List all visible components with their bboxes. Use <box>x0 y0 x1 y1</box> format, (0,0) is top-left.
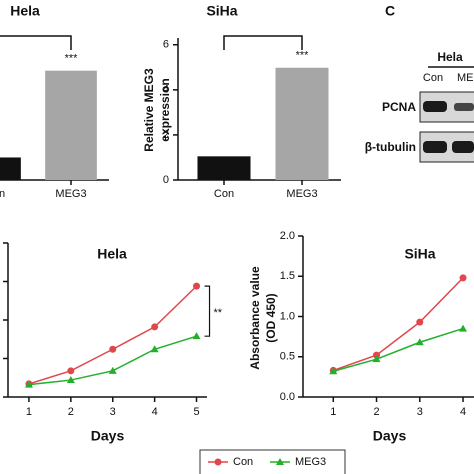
bar <box>197 156 251 180</box>
x-tick-label: 3 <box>417 406 423 418</box>
legend-label: Con <box>233 456 253 468</box>
marker <box>24 380 33 388</box>
blot-row-label: PCNA <box>382 100 416 114</box>
y-tick-label: 1.0 <box>280 310 295 322</box>
y-axis-title: Relative MEG3 <box>142 68 156 152</box>
marker <box>151 323 159 331</box>
x-axis-title: Days <box>91 428 125 444</box>
line <box>333 277 464 372</box>
blot-band <box>423 141 447 153</box>
y-tick-label: 6 <box>163 39 169 51</box>
bar <box>275 67 329 180</box>
chart-title: Hela <box>10 3 40 19</box>
legend-marker <box>214 458 222 466</box>
x-tick-label: MEG3 <box>286 188 317 200</box>
y-axis-title: expression <box>158 78 172 141</box>
bar <box>45 70 97 180</box>
blot-band <box>452 141 474 153</box>
y-axis-title: Absorbance value <box>248 266 262 370</box>
marker <box>416 318 424 326</box>
x-tick-label: 2 <box>373 406 379 418</box>
marker <box>373 351 381 359</box>
x-axis-title: Days <box>373 428 407 444</box>
panel-label: C <box>385 3 395 19</box>
marker <box>329 367 338 375</box>
marker <box>372 355 381 363</box>
blot-lane: MEG3 <box>457 72 474 84</box>
marker <box>66 376 75 384</box>
y-tick-label: 1.5 <box>280 270 295 282</box>
blot-cell-line: Hela <box>437 50 463 64</box>
y-axis-title: (OD 450) <box>264 293 278 342</box>
line <box>28 335 197 386</box>
marker <box>150 345 159 353</box>
chart-title: SiHa <box>404 246 435 262</box>
legend-marker <box>276 458 284 465</box>
blot-row-label: β-tubulin <box>365 140 416 154</box>
significance-label: *** <box>296 50 310 62</box>
bar <box>0 157 21 180</box>
y-tick-label: 0.0 <box>280 391 295 403</box>
legend-label: MEG3 <box>295 456 326 468</box>
legend-box <box>199 449 346 474</box>
blot-lane: Con <box>423 72 443 84</box>
y-tick-label: 0 <box>163 174 169 186</box>
marker <box>459 324 468 332</box>
significance-bracket <box>204 285 211 337</box>
significance-bracket <box>0 35 72 50</box>
chart-title: SiHa <box>206 3 237 19</box>
y-tick-label: 2.0 <box>280 230 295 242</box>
y-tick-label: 2 <box>163 129 169 141</box>
x-tick-label: 1 <box>26 406 32 418</box>
significance-bracket <box>223 35 303 50</box>
marker <box>109 345 117 353</box>
x-tick-label: 3 <box>110 406 116 418</box>
x-tick-label: MEG3 <box>55 188 86 200</box>
x-tick-label: Con <box>0 188 5 200</box>
x-tick-label: 1 <box>330 406 336 418</box>
marker <box>192 332 201 340</box>
marker <box>415 338 424 346</box>
x-tick-label: 4 <box>152 406 158 418</box>
blot-band <box>454 103 474 111</box>
x-tick-label: 5 <box>193 406 199 418</box>
blot-band <box>423 101 447 112</box>
marker <box>108 366 117 374</box>
chart-title: Hela <box>97 246 127 262</box>
x-tick-label: 4 <box>460 406 466 418</box>
marker <box>459 274 467 282</box>
marker <box>193 282 201 290</box>
y-tick-label: 0.5 <box>280 351 295 363</box>
significance-label: ** <box>214 307 223 319</box>
x-tick-label: 2 <box>68 406 74 418</box>
marker <box>67 367 75 375</box>
y-tick-label: 4 <box>163 84 169 96</box>
significance-label: *** <box>65 53 79 65</box>
line <box>333 327 464 372</box>
x-tick-label: Con <box>214 188 234 200</box>
